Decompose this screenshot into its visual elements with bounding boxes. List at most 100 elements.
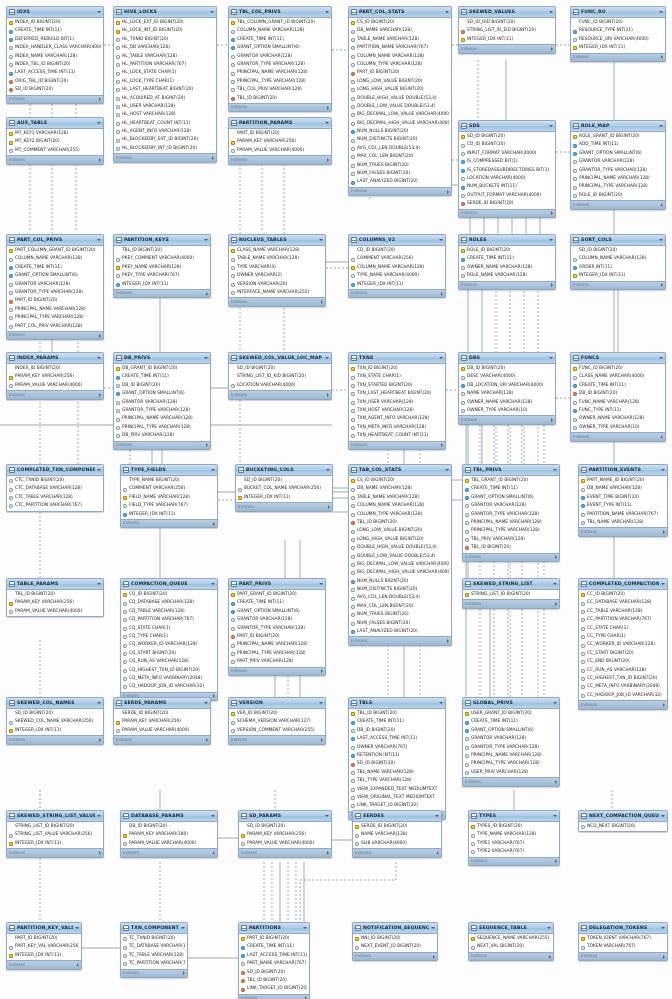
entity-header-role_map[interactable]: ROLE_MAP [571, 121, 665, 132]
entity-db_privs[interactable]: DB_PRIVS DB_GRANT_ID BIGINT(20) CREATE_TIM… [113, 352, 211, 451]
entity-header-txns[interactable]: TXNS [349, 353, 445, 364]
column-row[interactable]: GRANT_OPTION SMALLINT(6) [229, 44, 331, 52]
column-row[interactable]: CS_ID BIGINT(20) [349, 19, 451, 27]
indexes-footer[interactable]: Indexes [236, 502, 332, 511]
column-row[interactable]: ADD_TIME INT(11) [571, 141, 665, 149]
column-row[interactable]: STRING_LIST_VALUE VARCHAR(256) [7, 831, 103, 839]
column-row[interactable]: HL_USER VARCHAR(128) [114, 103, 216, 111]
chevron-down-icon[interactable] [659, 357, 663, 359]
chevron-down-icon[interactable] [549, 11, 553, 13]
column-row[interactable]: TOKEN_IDENT VARCHAR(767) [579, 935, 667, 943]
entity-skewed_string_list[interactable]: SKEWED_STRING_LIST STRING_LIST_ID BIGINT(… [462, 578, 560, 609]
column-row[interactable]: PRINCIPAL_NAME VARCHAR(128) [571, 175, 665, 183]
column-row[interactable]: OUTPUT_FORMAT VARCHAR(4000) [459, 192, 555, 200]
entity-hive_locks[interactable]: HIVE_LOCKS HL_LOCK_EXT_ID BIGINT(20) HL_LO… [113, 6, 217, 163]
chevron-right-icon[interactable] [661, 55, 663, 60]
column-row[interactable]: DB_NAME VARCHAR(128) [349, 485, 451, 493]
chevron-right-icon[interactable] [327, 105, 329, 110]
chevron-down-icon[interactable] [326, 469, 330, 471]
column-row[interactable]: PARAM_VALUE VARCHAR(4000) [114, 727, 210, 735]
column-row[interactable]: PRINCIPAL_TYPE VARCHAR(128) [571, 183, 665, 191]
column-row[interactable]: INTEGER_IDX INT(11) [571, 44, 665, 52]
indexes-footer[interactable]: Indexes [353, 848, 441, 857]
column-row[interactable]: SD_ID_OID BIGINT(20) [459, 19, 555, 27]
chevron-down-icon[interactable] [553, 702, 557, 704]
chevron-right-icon[interactable] [305, 996, 307, 999]
column-row[interactable]: TBL_ID BIGINT(20) [349, 710, 445, 718]
column-row[interactable]: CREATE_TIME INT(11) [7, 27, 103, 35]
column-row[interactable]: SERDE_ID BIGINT(20) [114, 710, 210, 718]
column-row[interactable]: TBL_ID BIGINT(20) [7, 591, 103, 599]
column-row[interactable]: PRINCIPAL_NAME VARCHAR(128) [229, 641, 325, 649]
entity-funcs[interactable]: FUNCS FUNC_ID BIGINT(20) CLASS_NAME VARCHA… [570, 352, 666, 442]
entity-header-part_privs[interactable]: PART_PRIVS [229, 579, 325, 590]
column-row[interactable]: TYPE_NAME VARCHAR(4000) [349, 272, 445, 280]
chevron-right-icon[interactable] [661, 202, 663, 207]
entity-delegation_tokens[interactable]: DELEGATION_TOKENS TOKEN_IDENT VARCHAR(767… [578, 922, 668, 962]
column-row[interactable]: INTEGER_IDX INT(11) [121, 511, 217, 519]
indexes-footer[interactable]: Indexes [571, 52, 665, 62]
indexes-footer[interactable]: Indexes [463, 552, 559, 562]
column-row[interactable]: TXN_AGENT_INFO VARCHAR(128) [349, 415, 445, 423]
indexes-footer[interactable]: Indexes [469, 856, 559, 866]
column-row[interactable]: ORIG_TBL_ID BIGINT(20) [7, 78, 103, 86]
column-row[interactable]: TABLE_NAME VARCHAR(128) [349, 494, 451, 502]
chevron-down-icon[interactable] [204, 357, 208, 359]
chevron-down-icon[interactable] [210, 11, 214, 13]
column-row[interactable]: GRANTOR_TYPE VARCHAR(128) [229, 625, 325, 633]
entity-table_params[interactable]: TABLE_PARAMS TBL_ID BIGINT(20) PARAM_KEY V… [6, 578, 104, 618]
column-row[interactable]: SD_ID BIGINT(20) [459, 133, 555, 141]
entity-notification_sequence[interactable]: NOTIFICATION_SEQUENCE NNI_ID BIGINT(20) NE… [352, 922, 438, 962]
column-row[interactable]: PRINCIPAL_TYPE VARCHAR(128) [7, 314, 103, 322]
entity-header-sds[interactable]: SDS [459, 121, 555, 132]
chevron-right-icon[interactable] [99, 850, 101, 855]
column-row[interactable]: PARAM_VALUE VARCHAR(4000) [7, 382, 103, 390]
column-row[interactable]: PARTITION_NAME VARCHAR(767) [349, 44, 451, 52]
indexes-footer[interactable]: Indexes [239, 993, 309, 999]
column-row[interactable]: HL_HEARTBEAT_COUNT INT(11) [114, 120, 216, 128]
entity-aux_table[interactable]: AUX_TABLE MT_KEY1 VARCHAR(128) MT_KEY2 BIG… [6, 117, 104, 165]
column-row[interactable]: INDEX_NAME VARCHAR(128) [7, 53, 103, 61]
column-row[interactable]: TYPE2 VARCHAR(767) [469, 848, 559, 856]
chevron-right-icon[interactable] [661, 283, 663, 288]
chevron-down-icon[interactable] [549, 239, 553, 241]
column-row[interactable]: INTEGER_IDX INT(11) [114, 281, 210, 289]
column-row[interactable]: PART_KEY_VAL VARCHAR(256) [7, 943, 81, 951]
column-row[interactable]: SD_ID BIGINT(20) [229, 365, 331, 373]
column-row[interactable]: LONG_LOW_VALUE BIGINT(20) [349, 78, 451, 86]
column-row[interactable]: HL_LAST_HEARTBEAT BIGINT(20) [114, 86, 216, 94]
column-row[interactable]: CTC_DATABASE VARCHAR(128) [7, 485, 103, 493]
column-row[interactable]: CQ_ID BIGINT(20) [121, 591, 217, 599]
indexes-footer[interactable]: Indexes [121, 518, 217, 528]
column-row[interactable]: TYPES_ID BIGINT(20) [469, 823, 559, 831]
indexes-footer[interactable]: Indexes [7, 848, 103, 857]
indexes-footer[interactable]: Indexes [121, 848, 217, 857]
column-row[interactable]: CQ_TABLE VARCHAR(128) [121, 608, 217, 616]
entity-skewed_col_value_loc_map[interactable]: SKEWED_COL_VALUE_LOC_MAP SD_ID BIGINT(20)… [228, 352, 332, 400]
column-row[interactable]: DB_GRANT_ID BIGINT(20) [114, 365, 210, 373]
column-row[interactable]: CTC_PARTITION VARCHAR(767) [7, 502, 103, 510]
column-row[interactable]: ROLE_NAME VARCHAR(128) [459, 272, 555, 280]
column-row[interactable]: NEXT_VAL BIGINT(20) [469, 943, 553, 951]
column-row[interactable]: NUM_DISTINCTS BIGINT(20) [349, 586, 451, 594]
entity-tbls[interactable]: TBLS TBL_ID BIGINT(20) CREATE_TIME INT(11)… [348, 697, 446, 821]
column-row[interactable]: INTEGER_IDX INT(11) [349, 281, 445, 289]
column-row[interactable]: PARAM_KEY VARCHAR(256) [7, 373, 103, 381]
indexes-footer[interactable]: Indexes [114, 440, 210, 450]
chevron-right-icon[interactable] [99, 333, 101, 338]
column-row[interactable]: SERDE_ID BIGINT(20) [459, 200, 555, 208]
column-row[interactable]: GRANTOR VARCHAR(128) [229, 53, 331, 61]
column-row[interactable]: INPUT_FORMAT VARCHAR(4000) [459, 150, 555, 158]
entity-header-skewed_string_list_values[interactable]: SKEWED_STRING_LIST_VALUES [7, 811, 103, 822]
column-row[interactable]: PART_NAME VARCHAR(767) [239, 960, 309, 968]
column-row[interactable]: STRING_LIST_ID_EID BIGINT(20) [459, 27, 555, 35]
entity-header-completed_txn_components[interactable]: COMPLETED_TXN_COMPONENTS [7, 465, 103, 476]
column-row[interactable]: CS_ID BIGINT(20) [349, 477, 451, 485]
entity-header-types[interactable]: TYPES [469, 811, 559, 822]
chevron-right-icon[interactable] [213, 694, 215, 699]
column-row[interactable]: TBL_ID BIGINT(20) [229, 95, 331, 103]
column-row[interactable]: DB_LOCATION_URI VARCHAR(4000) [459, 382, 555, 390]
entity-header-hive_locks[interactable]: HIVE_LOCKS [114, 7, 216, 18]
column-row[interactable]: FIELD_TYPE VARCHAR(767) [121, 502, 217, 510]
column-row[interactable]: LAST_ANALYZED BIGINT(20) [349, 628, 451, 636]
